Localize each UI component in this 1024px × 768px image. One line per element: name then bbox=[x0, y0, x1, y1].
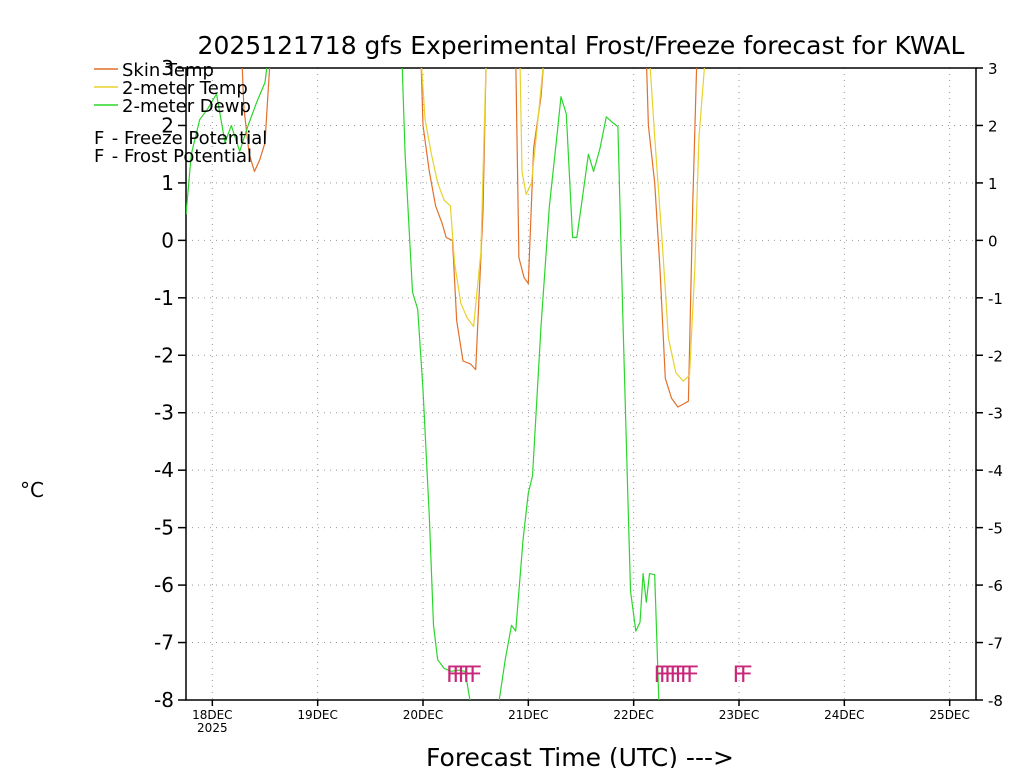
x-tick-label: 22DEC bbox=[613, 708, 653, 722]
freeze-potential-marker: F bbox=[654, 663, 667, 688]
freeze-potential-marker: F bbox=[675, 663, 688, 688]
freeze-potential-marker: F bbox=[463, 663, 476, 688]
y-tick-label-right: 2 bbox=[988, 117, 998, 135]
chart-title: 2025121718 gfs Experimental Frost/Freeze… bbox=[198, 31, 965, 60]
y-tick-label-left: 2 bbox=[161, 113, 174, 137]
x-tick-label: 20DEC bbox=[403, 708, 443, 722]
y-ticks-right: 3 2 1 0 -1 -2 -3 -4 -5 -6 -7 -8 bbox=[976, 60, 1003, 710]
y-tick-label-right: -6 bbox=[988, 577, 1003, 595]
legend-freeze-label: - Freeze Potential bbox=[106, 128, 267, 149]
x-tick-label: 23DEC bbox=[719, 708, 759, 722]
y-tick-label-left: 0 bbox=[161, 228, 174, 252]
x-tick-year-label: 2025 bbox=[197, 721, 228, 735]
freeze-potential-marker: F bbox=[686, 663, 699, 688]
y-tick-label-left: -7 bbox=[154, 631, 174, 655]
plot-frame bbox=[185, 67, 977, 701]
y-ticks-left: 3 2 1 0 -1 -2 -3 -4 -5 -6 -7 -8 bbox=[154, 56, 186, 712]
y-tick-label-right: -2 bbox=[988, 347, 1003, 365]
legend-frost-symbol: F bbox=[94, 146, 104, 167]
y-tick-label-left: 3 bbox=[161, 56, 174, 80]
gridlines bbox=[186, 68, 976, 700]
legend-label-skin-temp: Skin Temp bbox=[122, 60, 214, 81]
series-line-skin-temp bbox=[646, 68, 698, 408]
y-tick-label-right: -3 bbox=[988, 405, 1003, 423]
freeze-potential-marker: F bbox=[733, 663, 746, 688]
x-tick-label: 19DEC bbox=[297, 708, 337, 722]
y-tick-label-right: 3 bbox=[988, 60, 998, 78]
y-tick-label-right: -7 bbox=[988, 635, 1003, 653]
freeze-potential-marker: F bbox=[740, 663, 753, 688]
legend-frost-label: - Frost Potential bbox=[106, 146, 252, 167]
y-tick-label-right: -1 bbox=[988, 290, 1003, 308]
y-tick-label-left: -1 bbox=[154, 286, 174, 310]
y-tick-label-left: -4 bbox=[154, 458, 174, 482]
legend: Skin Temp 2-meter Temp 2-meter Dewp F - … bbox=[94, 60, 267, 167]
y-tick-label-right: -4 bbox=[988, 462, 1003, 480]
series-line-2-meter-dewp bbox=[401, 68, 471, 700]
series-line-2-meter-temp bbox=[421, 68, 487, 328]
freeze-potential-marker: F bbox=[664, 663, 677, 688]
series-line-skin-temp bbox=[241, 68, 271, 172]
legend-label-2m-dewp: 2-meter Dewp bbox=[122, 96, 251, 117]
y-tick-label-right: 1 bbox=[988, 175, 998, 193]
y-tick-label-left: -2 bbox=[154, 343, 174, 367]
freeze-potential-marker: F bbox=[669, 663, 682, 688]
y-axis-label: °C bbox=[20, 478, 44, 502]
freeze-potential-marker: F bbox=[659, 663, 672, 688]
y-tick-label-left: -6 bbox=[154, 573, 174, 597]
series-lines bbox=[186, 68, 706, 700]
y-tick-label-right: -8 bbox=[988, 692, 1003, 710]
y-tick-label-right: 0 bbox=[988, 232, 998, 250]
x-tick-label: 24DEC bbox=[824, 708, 864, 722]
y-tick-label-left: -3 bbox=[154, 401, 174, 425]
series-line-2-meter-dewp bbox=[186, 68, 268, 215]
freeze-potential-marker: F bbox=[680, 663, 693, 688]
x-tick-label: 25DEC bbox=[929, 708, 969, 722]
x-tick-label: 18DEC bbox=[192, 708, 232, 722]
y-tick-label-left: -8 bbox=[154, 688, 174, 712]
legend-label-2m-temp: 2-meter Temp bbox=[122, 78, 248, 99]
series-line-skin-temp bbox=[515, 68, 544, 285]
freeze-potential-marker: F bbox=[458, 663, 471, 688]
y-tick-label-left: 1 bbox=[161, 171, 174, 195]
y-tick-label-left: -5 bbox=[154, 516, 174, 540]
legend-freeze-symbol: F bbox=[94, 128, 104, 149]
series-line-2-meter-dewp bbox=[498, 96, 660, 700]
series-line-2-meter-temp bbox=[649, 68, 706, 382]
series-line-skin-temp bbox=[420, 68, 487, 371]
series-line-2-meter-temp bbox=[519, 68, 544, 195]
x-tick-label: 21DEC bbox=[508, 708, 548, 722]
y-tick-label-right: -5 bbox=[988, 520, 1003, 538]
freeze-potential-marker: F bbox=[469, 663, 482, 688]
freeze-potential-marker: F bbox=[446, 663, 459, 688]
freeze-potential-marker: F bbox=[452, 663, 465, 688]
x-axis-label: Forecast Time (UTC) ---> bbox=[426, 743, 734, 768]
